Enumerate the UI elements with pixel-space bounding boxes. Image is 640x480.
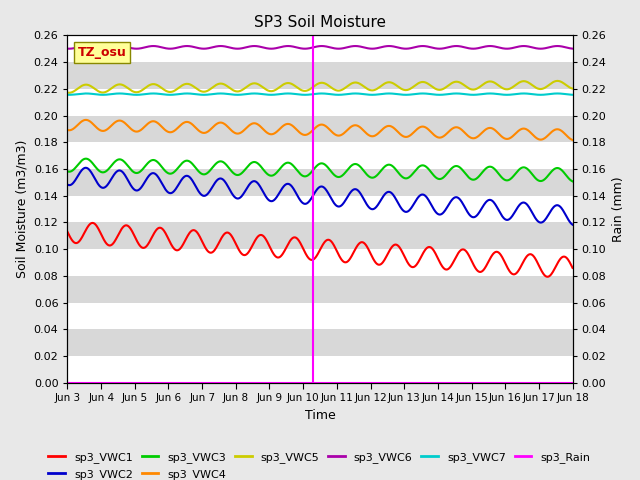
Bar [67,142,573,169]
Bar [67,62,573,89]
Bar [67,249,573,276]
Y-axis label: Rain (mm): Rain (mm) [612,176,625,242]
Bar [67,169,573,196]
Bar [67,276,573,302]
Title: SP3 Soil Moisture: SP3 Soil Moisture [254,15,386,30]
Text: TZ_osu: TZ_osu [77,46,126,59]
Bar [67,36,573,62]
Bar [67,222,573,249]
Bar [67,356,573,383]
Bar [67,116,573,142]
Bar [67,302,573,329]
Legend: sp3_VWC1, sp3_VWC2, sp3_VWC3, sp3_VWC4, sp3_VWC5, sp3_VWC6, sp3_VWC7, sp3_Rain: sp3_VWC1, sp3_VWC2, sp3_VWC3, sp3_VWC4, … [44,448,595,480]
Bar [67,89,573,116]
Bar [67,196,573,222]
X-axis label: Time: Time [305,409,335,422]
Bar [67,329,573,356]
Y-axis label: Soil Moisture (m3/m3): Soil Moisture (m3/m3) [15,140,28,278]
